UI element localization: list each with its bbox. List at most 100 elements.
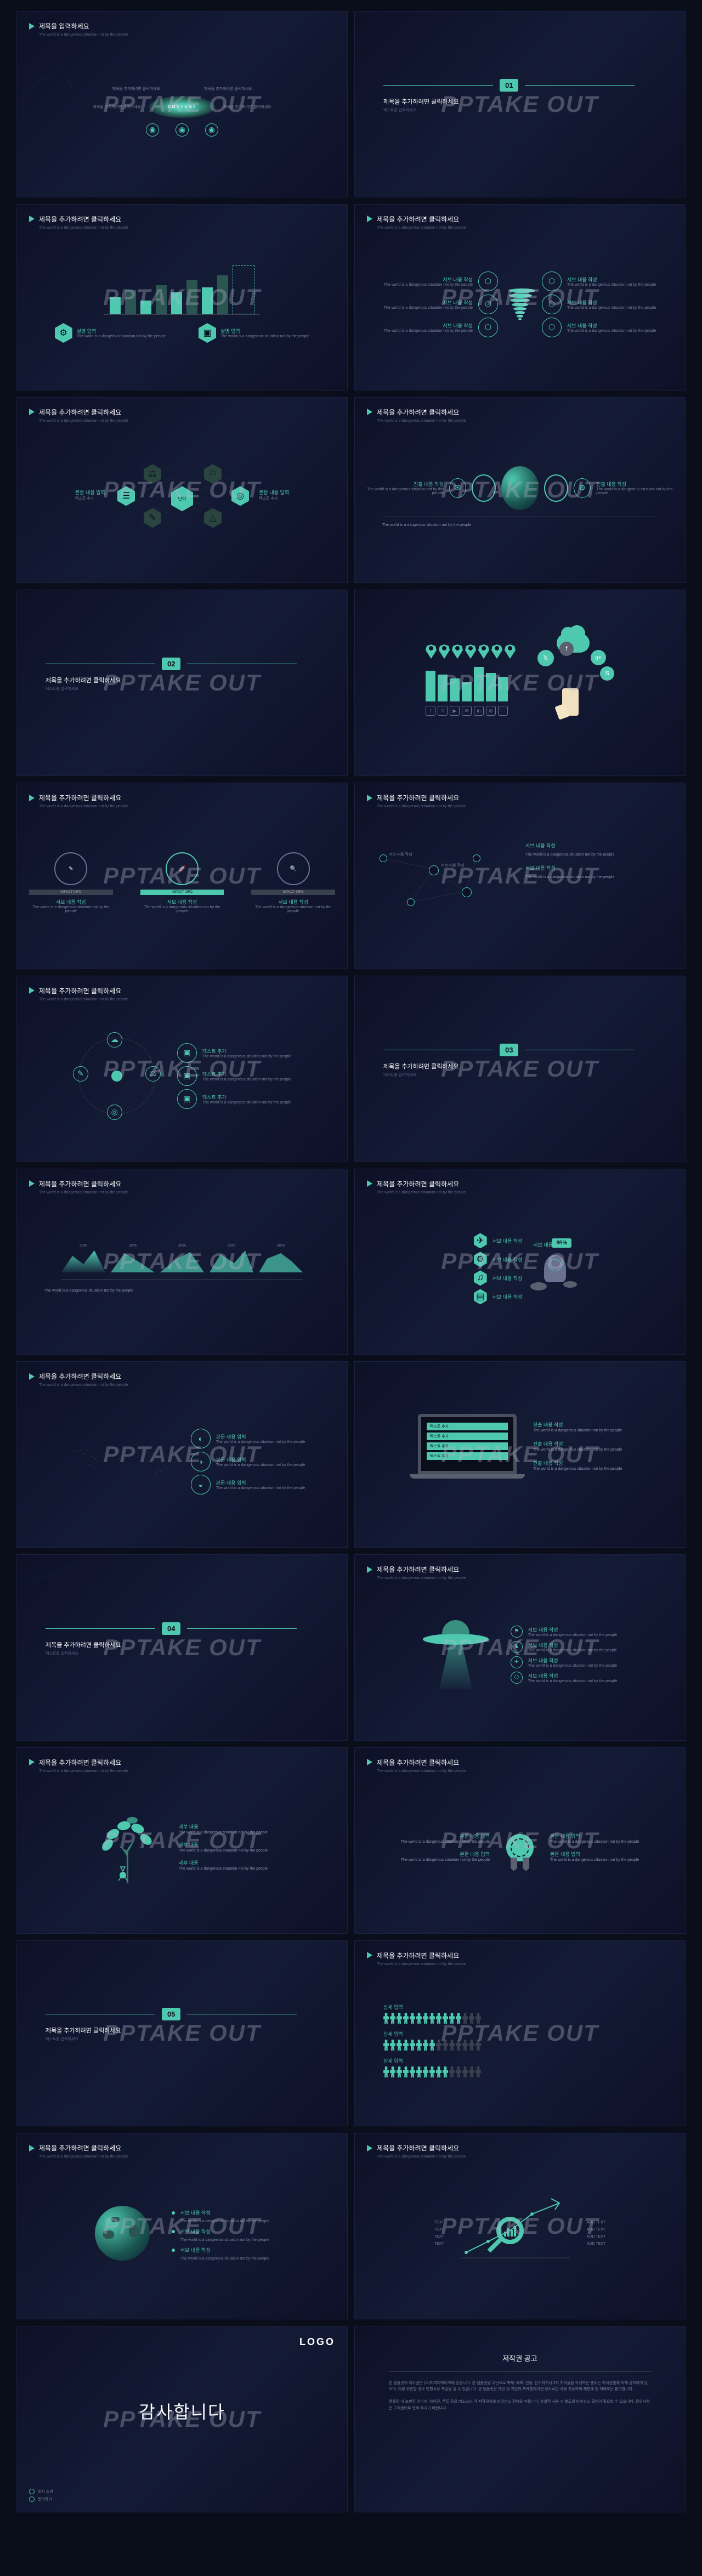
pin-icon xyxy=(505,644,516,659)
mail-icon: ✉ xyxy=(462,706,472,716)
slide-section-02: 02 제목을 추가하려면 클릭하세요 텍스트를 입력하세요 PPTAKE OUT xyxy=(16,590,348,776)
section-number: 01 xyxy=(500,79,518,92)
people-row xyxy=(383,2040,481,2051)
pin-icon xyxy=(478,644,489,659)
circle-icon: ⚙ xyxy=(574,478,591,498)
icon: ♞ xyxy=(511,1641,523,1653)
hex-icon: ▤ xyxy=(474,1289,487,1304)
magnifier-graphic xyxy=(496,2217,524,2244)
globe-graphic xyxy=(501,466,539,510)
icon: ▣ xyxy=(177,1043,197,1063)
tree-graphic xyxy=(97,1812,157,1883)
slide-copyright: 저작권 공고 본 템플릿의 저작권은 (주)피피티메이크에 있습니다. 본 템플… xyxy=(354,2326,686,2512)
ribbon-badge-graphic xyxy=(506,1834,534,1861)
lightbulb-graphic xyxy=(544,1255,566,1282)
gplus-bubble-icon: g+ xyxy=(591,650,606,665)
linkedin-icon: in xyxy=(474,706,484,716)
area-mini xyxy=(61,1248,105,1272)
twitter-icon: 𝕏 xyxy=(438,706,448,716)
hex-node-icon: ⬡ xyxy=(478,295,498,314)
hex-node-icon: ⬡ xyxy=(542,295,562,314)
slide-hexagon-network: 제목을 추가하려면 클릭하세요 The world is a dangerous… xyxy=(16,397,348,584)
ufo-graphic xyxy=(423,1620,489,1689)
globe-graphic xyxy=(95,2206,150,2261)
copyright-title: 저작권 공고 xyxy=(389,2353,651,2363)
slide-social-cloud: f 𝕏 ▶ ✉ in ⊕ ⋯ 𝕏 f g+ S xyxy=(354,590,686,776)
slide-orbit: 제목을 추가하려면 클릭하세요 The world is a dangerous… xyxy=(16,976,348,1162)
node-icon: ⚖ xyxy=(145,1066,161,1082)
node-icon: ◎ xyxy=(107,1105,122,1120)
hex-icon: ♫ xyxy=(474,1270,487,1286)
hex-node-icon: ⬡ xyxy=(542,318,562,337)
world-map xyxy=(59,1429,180,1494)
hex-icon: ✈ xyxy=(474,1233,487,1248)
hex-node-icon: ⬡ xyxy=(542,271,562,291)
circle-icon: 🔍 xyxy=(277,852,310,885)
node-icon: ✎ xyxy=(73,1066,88,1082)
main-title: 제목을 입력하세요 xyxy=(39,21,89,31)
slide-thanks: LOGO 감사합니다 회사 소개 문의하기 PPTAKE OUT xyxy=(16,2326,348,2512)
area-mini xyxy=(210,1248,253,1272)
facebook-bubble-icon: f xyxy=(559,642,574,656)
slide-title: 제목을 입력하세요 The world is a dangerous situa… xyxy=(16,11,348,197)
tornado-graphic xyxy=(509,288,531,321)
circle-icon: ✉ xyxy=(449,478,466,498)
slide-magnifier: 제목을 추가하려면 클릭하세요 The world is a dangerous… xyxy=(354,2133,686,2319)
more-icon: ⋯ xyxy=(498,706,508,716)
slide-ribbon: 제목을 추가하려면 클릭하세요 The world is a dangerous… xyxy=(354,1747,686,1934)
icon: ⬡ xyxy=(511,1672,523,1684)
people-row xyxy=(383,2013,481,2024)
slide-section-05: 05 제목을 추가하려면 클릭하세요 텍스트를 입력하세요 PPTAKE OUT xyxy=(16,1940,348,2127)
hex-node-icon: ⬡ xyxy=(478,271,498,291)
slide-section-03: 03 제목을 추가하려면 클릭하세요 텍스트를 입력하세요 PPTAKE OUT xyxy=(354,976,686,1162)
footer-link[interactable]: 문의하기 xyxy=(29,2496,53,2502)
node-icon: ☁ xyxy=(107,1032,122,1048)
slide-globe-list: 제목을 추가하려면 클릭하세요 The world is a dangerous… xyxy=(16,2133,348,2319)
orbit-icon: ◉ xyxy=(176,123,189,137)
hex-icon: ▣ xyxy=(199,323,216,343)
bar-chart xyxy=(104,265,260,315)
slide-section-04: 04 제목을 추가하려면 클릭하세요 텍스트를 입력하세요 PPTAKE OUT xyxy=(16,1554,348,1741)
pin-icon xyxy=(426,644,437,659)
slide-laptop: 텍스트 추가 텍스트 추가 텍스트 추가 텍스트 추가 진출 내용 작성The … xyxy=(354,1361,686,1548)
people-row xyxy=(383,2067,481,2077)
slide-tornado: 제목을 추가하려면 클릭하세요 The world is a dangerous… xyxy=(354,204,686,390)
slide-ufo: 제목을 추가하려면 클릭하세요 The world is a dangerous… xyxy=(354,1554,686,1741)
slide-lightbulb: 제목을 추가하려면 클릭하세요 The world is a dangerous… xyxy=(354,1169,686,1355)
share-icon: ⊕ xyxy=(486,706,496,716)
slide-tree: 제목을 추가하려면 클릭하세요 The world is a dangerous… xyxy=(16,1747,348,1934)
area-mini xyxy=(111,1248,155,1272)
slide-bar-chart: 제목을 추가하려면 클릭하세요 The world is a dangerous… xyxy=(16,204,348,390)
circle-icon: 🚀 xyxy=(166,852,199,885)
footer-link[interactable]: 회사 소개 xyxy=(29,2489,53,2494)
icon: ◒ xyxy=(191,1475,211,1494)
area-mini xyxy=(160,1248,204,1272)
pin-icon xyxy=(491,644,502,659)
slide-area-charts: 제목을 추가하려면 클릭하세요 The world is a dangerous… xyxy=(16,1169,348,1355)
slide-three-circles: 제목을 추가하려면 클릭하세요 The world is a dangerous… xyxy=(16,783,348,969)
slide-network-nodes: 제목을 추가하려면 클릭하세요 The world is a dangerous… xyxy=(354,783,686,969)
icon: ◐ xyxy=(191,1429,211,1448)
area-mini xyxy=(259,1248,303,1272)
slide-people: 제목을 추가하려면 클릭하세요 The world is a dangerous… xyxy=(354,1940,686,2127)
orbit-icon: ◉ xyxy=(146,123,159,137)
youtube-icon: ▶ xyxy=(450,706,460,716)
pin-icon xyxy=(465,644,476,659)
icon: ▣ xyxy=(177,1066,197,1086)
hex-icon: ⚙ xyxy=(474,1252,487,1267)
hex-icon: ⚙ xyxy=(55,323,72,343)
slide-globe: 제목을 추가하려면 클릭하세요 The world is a dangerous… xyxy=(354,397,686,584)
facebook-icon: f xyxy=(426,706,435,716)
hex-node-icon: ⬡ xyxy=(478,318,498,337)
icon: ✈ xyxy=(511,1656,523,1668)
pin-icon xyxy=(452,644,463,659)
icon: ⚑ xyxy=(511,1626,523,1638)
slide-section-01: 01 제목을 추가하려면 클릭하세요 텍스트를 입력하세요 PPTAKE OUT xyxy=(354,11,686,197)
slide-world-map: 제목을 추가하려면 클릭하세요 The world is a dangerous… xyxy=(16,1361,348,1548)
thanks-text: 감사합니다 xyxy=(139,2398,225,2424)
orbit-icon: ◉ xyxy=(205,123,218,137)
copyright-text: 본 템플릿의 저작권은 (주)피피티메이크에 있습니다. 본 템플릿을 무단으로… xyxy=(389,2380,651,2392)
twitter-bubble-icon: 𝕏 xyxy=(537,650,554,666)
copyright-text: 템플릿 내 포함된 이미지, 아이콘, 폰트 등의 리소스는 각 저작권자의 라… xyxy=(389,2399,651,2411)
circle-icon: ✎ xyxy=(54,852,87,885)
